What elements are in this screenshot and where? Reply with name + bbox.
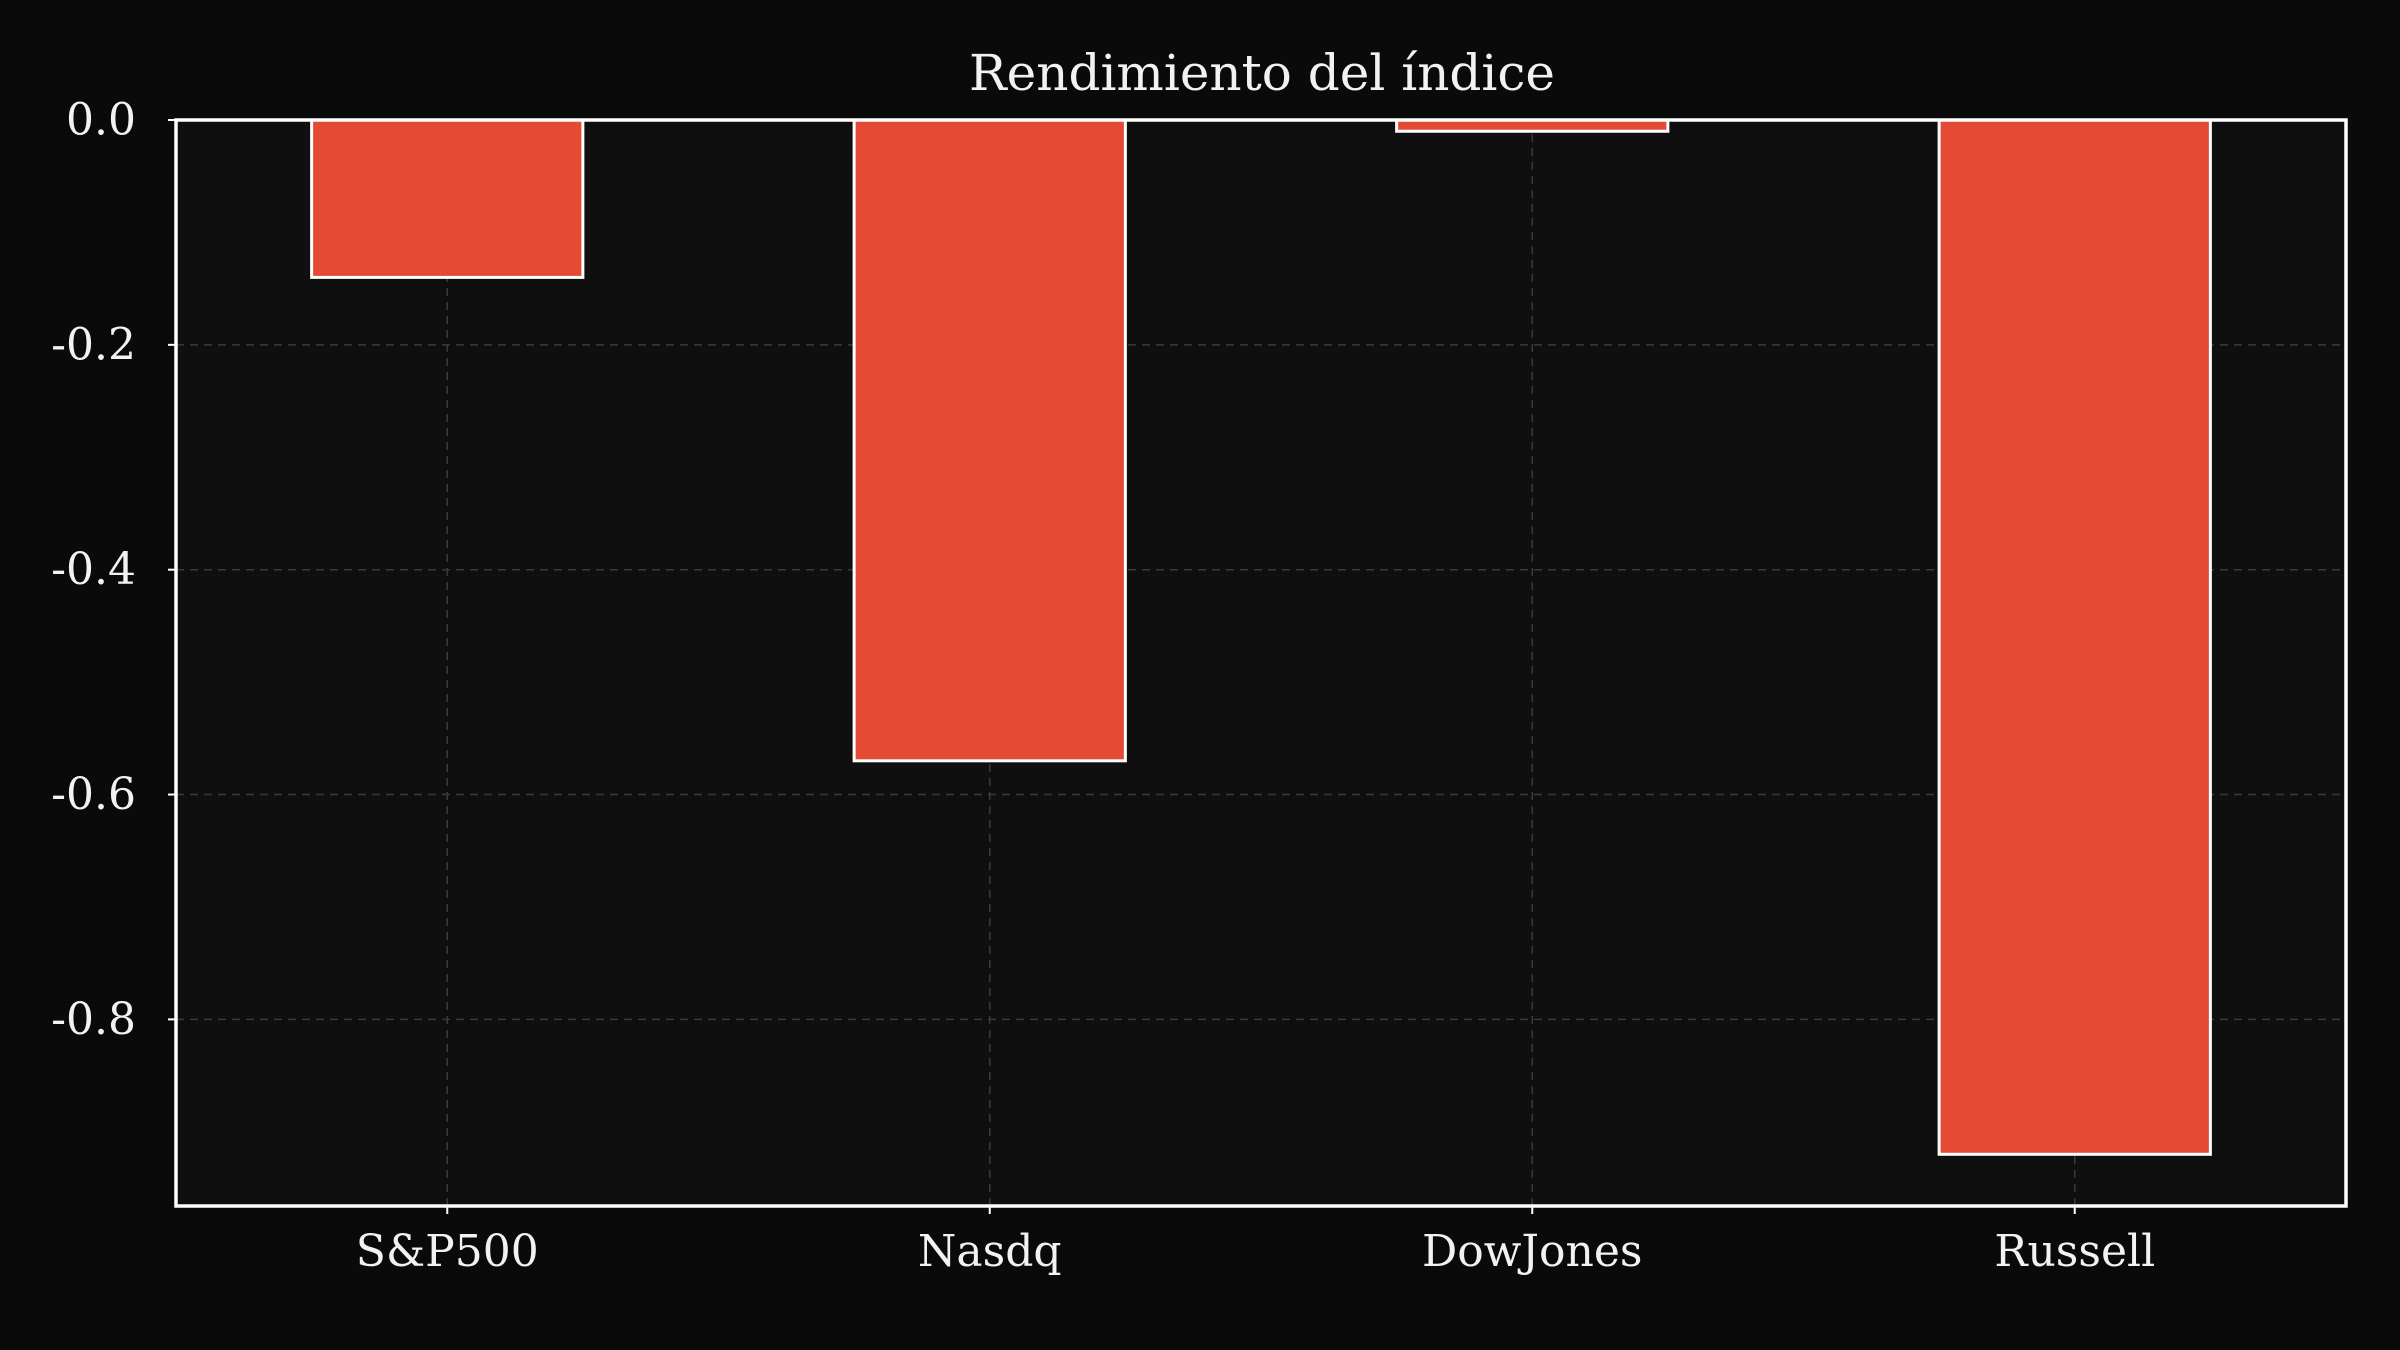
bar-s-p500 [310,118,585,279]
x-axis: S&P500 Nasdq DowJones Russell [356,1206,2155,1277]
y-tick-label: -0.6 [51,769,136,820]
plot-frame [174,118,2348,1208]
bars [310,118,2212,1156]
bar-russell [1937,118,2212,1156]
x-tick-label: S&P500 [356,1226,539,1277]
y-tick-label: 0.0 [66,95,136,146]
x-tick-label: Russell [1994,1226,2155,1277]
x-tick-label: Nasdq [918,1226,1062,1277]
y-tick-label: -0.8 [51,994,136,1045]
y-tick-label: -0.4 [51,544,136,595]
y-axis: 0.0 -0.2 -0.4 -0.6 -0.8 [51,95,176,1045]
y-tick-label: -0.2 [51,319,136,370]
x-tick-label: DowJones [1422,1226,1643,1277]
chart-title: Rendimiento del índice [969,44,1555,102]
bar-nasdq [852,118,1127,763]
